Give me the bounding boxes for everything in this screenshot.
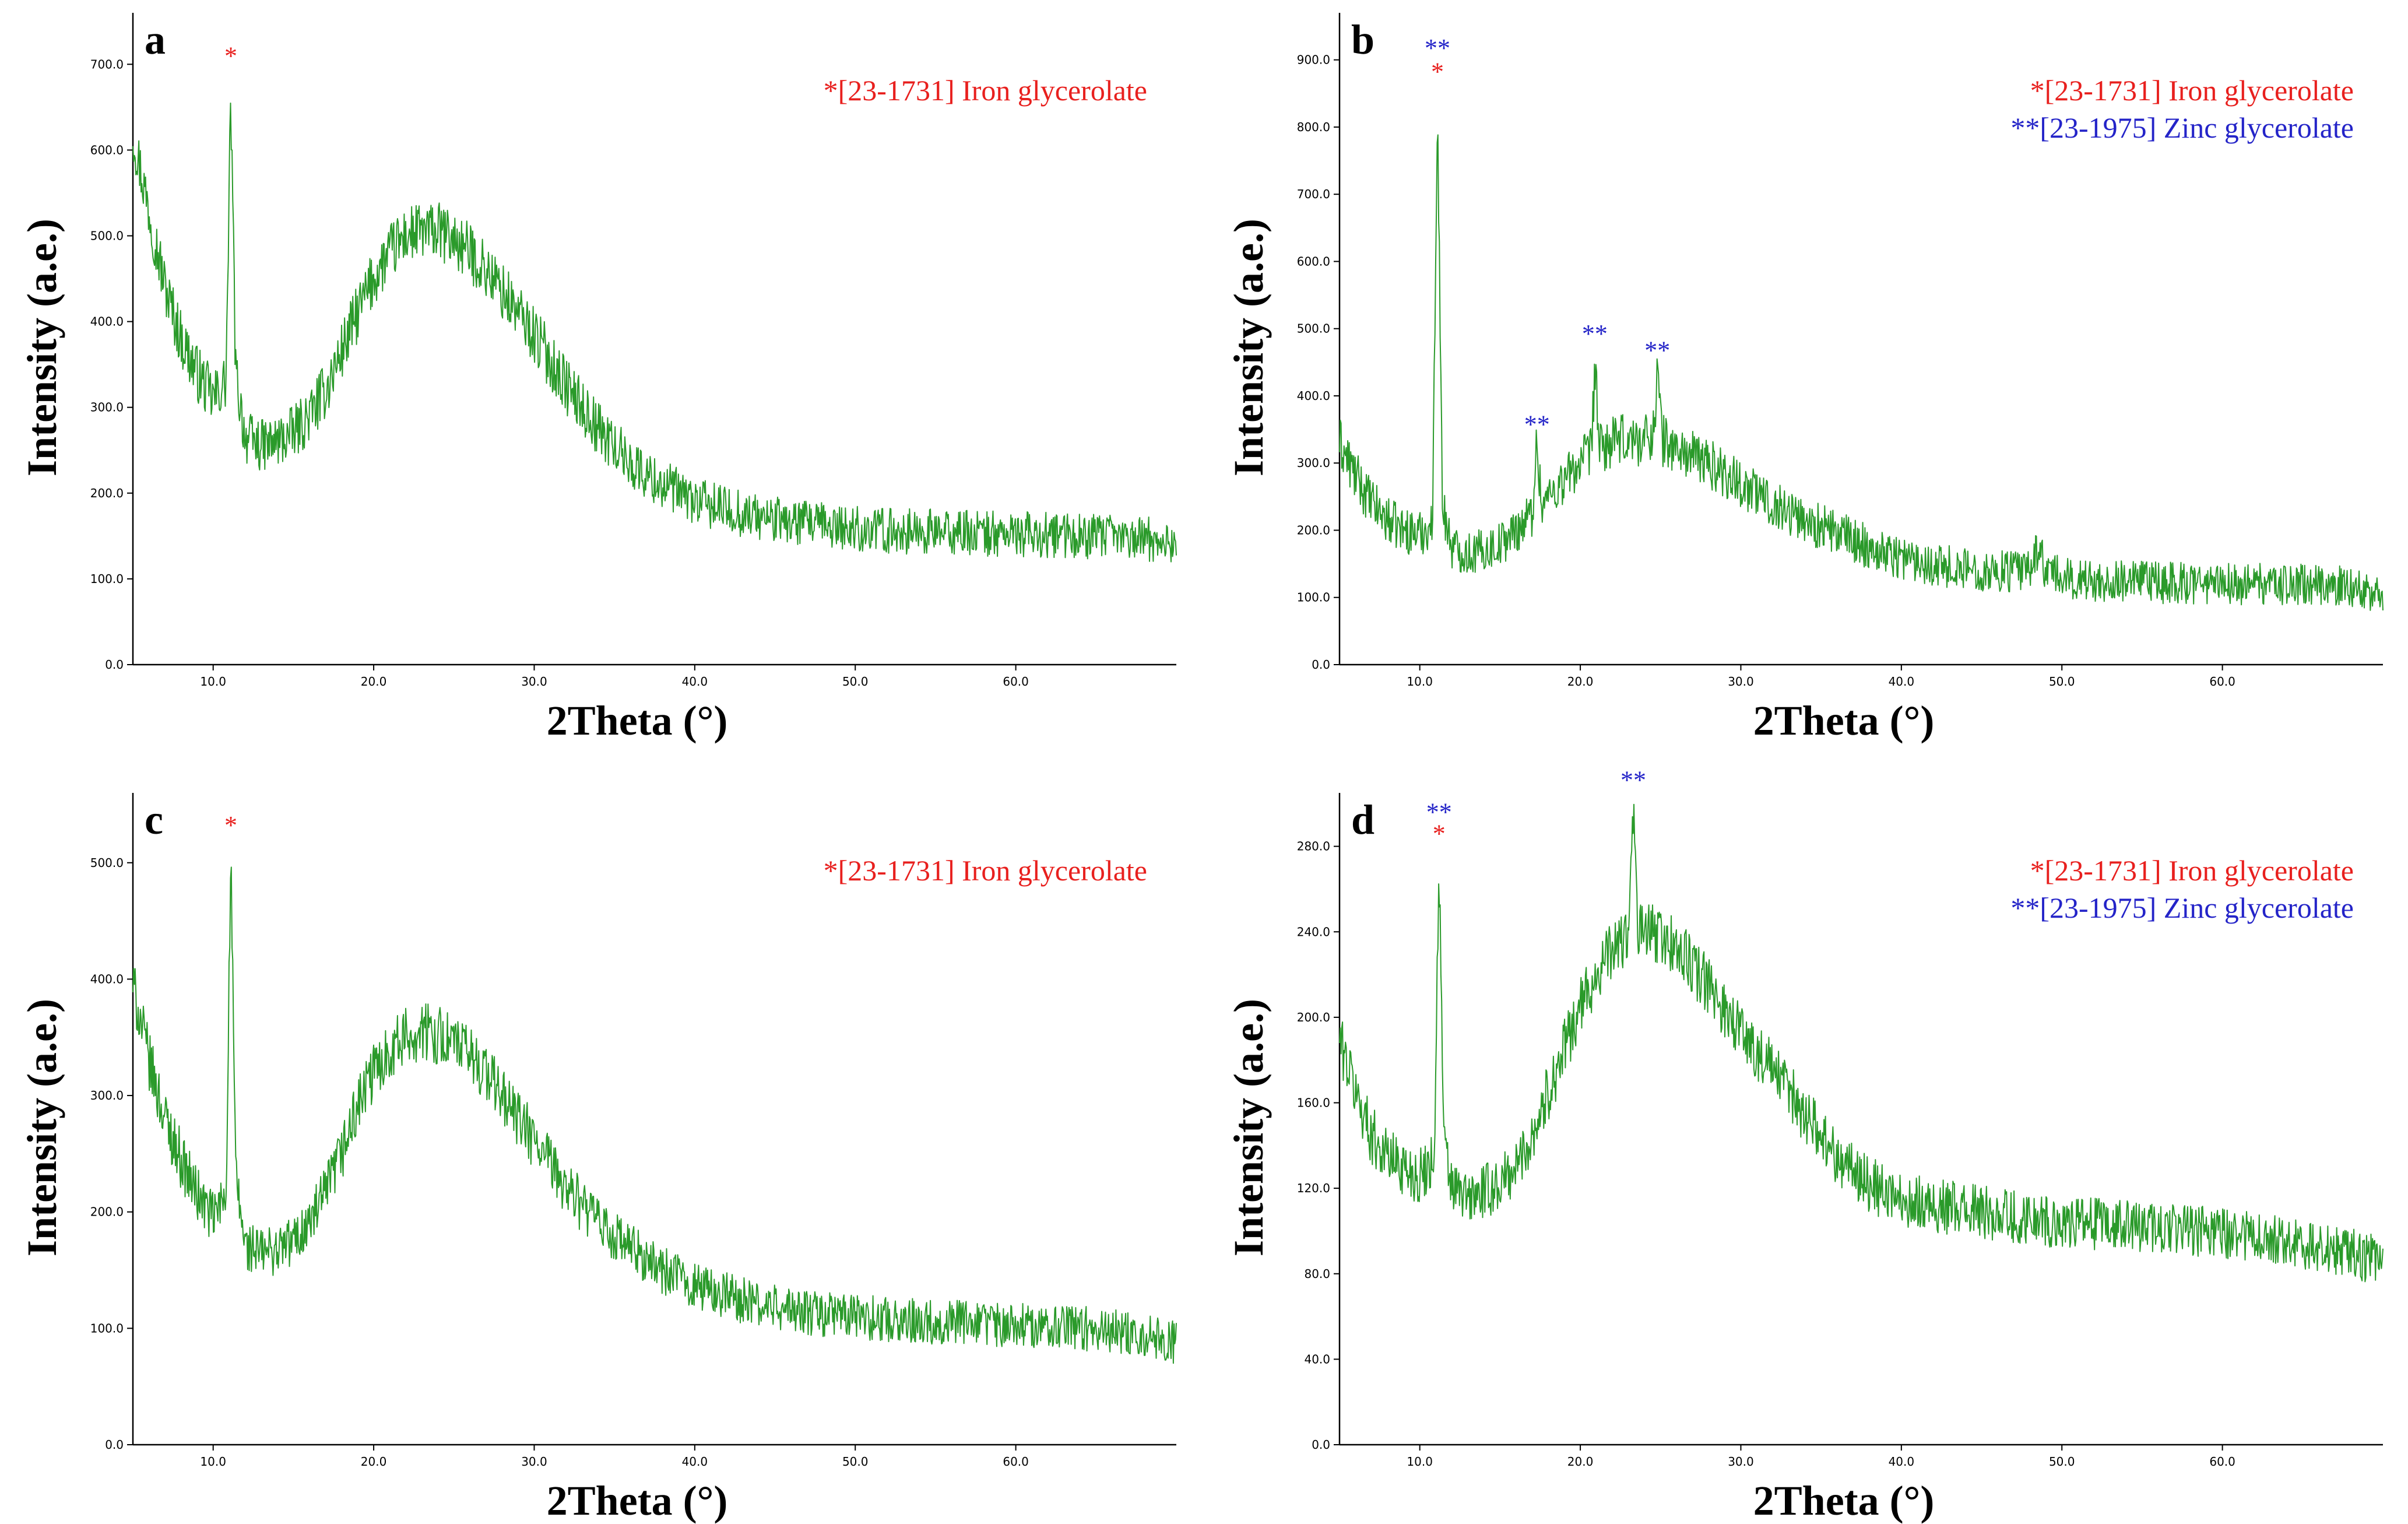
y-axis-title: Intensity (a.e.) (19, 999, 65, 1256)
y-tick-label: 600.0 (90, 143, 124, 157)
x-tick-label: 60.0 (2209, 1455, 2235, 1469)
data-series-line (132, 866, 1177, 1364)
data-series-line (1339, 803, 2384, 1283)
panel-d: 0.0 40.0 80.0 120.0 160.0 200.0 240.0 280.0 10.0… (1225, 766, 2384, 1524)
peak-marker: ** (1620, 766, 1646, 795)
y-tick-label: 200.0 (1297, 523, 1330, 537)
data-series-line (132, 102, 1177, 563)
x-tick-label: 40.0 (682, 1455, 708, 1469)
x-tick-label: 40.0 (1889, 675, 1915, 689)
peak-marker: * (1431, 57, 1444, 86)
peak-marker: ** (1582, 319, 1608, 348)
x-tick-label: 30.0 (1728, 675, 1754, 689)
y-tick-label: 400.0 (1297, 389, 1330, 403)
y-tick-label: 0.0 (1312, 658, 1330, 672)
peak-marker: ** (1644, 336, 1670, 365)
x-tick-label: 10.0 (200, 1455, 226, 1469)
x-tick-label: 20.0 (1567, 675, 1594, 689)
panel-letter: a (145, 16, 166, 63)
x-tick-label: 60.0 (2209, 675, 2235, 689)
x-tick-label: 20.0 (361, 1455, 387, 1469)
legend-entry: **[23-1975] Zinc glycerolate (2010, 111, 2354, 144)
x-tick-label: 50.0 (2049, 1455, 2075, 1469)
x-axis-title: 2Theta (°) (1753, 1477, 1935, 1524)
y-tick-label: 80.0 (1304, 1267, 1330, 1281)
y-tick-label: 500.0 (90, 229, 124, 243)
y-tick-label: 500.0 (1297, 322, 1330, 336)
x-axis-title: 2Theta (°) (547, 1477, 728, 1524)
y-tick-label: 200.0 (90, 1205, 124, 1219)
y-tick-label: 40.0 (1304, 1352, 1330, 1366)
x-tick-label: 10.0 (200, 675, 226, 689)
panel-letter: d (1351, 796, 1375, 843)
y-tick-label: 160.0 (1297, 1096, 1330, 1110)
x-axis-title: 2Theta (°) (547, 697, 728, 744)
y-axis-title: Intensity (a.e.) (19, 219, 65, 476)
peak-marker: ** (1425, 34, 1450, 62)
y-tick-label: 300.0 (90, 1088, 124, 1102)
panel-a: 0.0 100.0 200.0 300.0 400.0 500.0 600.0 700.0 10… (19, 13, 1177, 744)
panel-b: 0.0 100.0 200.0 300.0 400.0 500.0 600.0 700.0 80… (1225, 13, 2384, 744)
x-axis-title: 2Theta (°) (1753, 697, 1935, 744)
y-tick-label: 100.0 (1297, 591, 1330, 605)
peak-marker: ** (1524, 410, 1550, 438)
x-tick-label: 60.0 (1003, 1455, 1029, 1469)
y-tick-label: 700.0 (1297, 187, 1330, 201)
x-tick-label: 40.0 (1889, 1455, 1915, 1469)
x-tick-label: 10.0 (1407, 1455, 1433, 1469)
y-tick-label: 700.0 (90, 57, 124, 71)
y-tick-label: 300.0 (1297, 456, 1330, 470)
legend-entry: *[23-1731] Iron glycerolate (2030, 74, 2354, 107)
x-tick-label: 20.0 (361, 675, 387, 689)
y-axis-title: Intensity (a.e.) (1225, 219, 1272, 476)
y-tick-label: 900.0 (1297, 53, 1330, 67)
y-tick-label: 240.0 (1297, 925, 1330, 939)
y-tick-label: 800.0 (1297, 120, 1330, 134)
peak-marker: ** (1426, 798, 1452, 827)
y-tick-label: 600.0 (1297, 254, 1330, 268)
y-tick-label: 0.0 (105, 1438, 124, 1452)
y-tick-label: 200.0 (1297, 1010, 1330, 1024)
legend-entry: *[23-1731] Iron glycerolate (824, 854, 1147, 887)
panel-letter: c (145, 796, 163, 843)
x-tick-label: 30.0 (1728, 1455, 1754, 1469)
y-tick-label: 400.0 (90, 972, 124, 986)
x-tick-label: 30.0 (521, 1455, 547, 1469)
y-tick-label: 400.0 (90, 315, 124, 329)
y-tick-label: 500.0 (90, 856, 124, 870)
x-tick-label: 20.0 (1567, 1455, 1594, 1469)
x-tick-label: 10.0 (1407, 675, 1433, 689)
y-tick-label: 0.0 (1312, 1438, 1330, 1452)
x-tick-label: 50.0 (2049, 675, 2075, 689)
panel-c: 0.0 100.0 200.0 300.0 400.0 500.0 10.0 20.0 30.0… (19, 793, 1177, 1524)
y-tick-label: 0.0 (105, 658, 124, 672)
y-tick-label: 300.0 (90, 401, 124, 415)
x-tick-label: 50.0 (842, 1455, 869, 1469)
x-tick-label: 30.0 (521, 675, 547, 689)
y-tick-label: 200.0 (90, 486, 124, 500)
y-tick-label: 100.0 (90, 1321, 124, 1335)
legend-entry: **[23-1975] Zinc glycerolate (2010, 891, 2354, 924)
y-tick-label: 100.0 (90, 572, 124, 586)
y-tick-label: 120.0 (1297, 1181, 1330, 1195)
x-tick-label: 40.0 (682, 675, 708, 689)
x-tick-label: 50.0 (842, 675, 869, 689)
y-axis-title: Intensity (a.e.) (1225, 999, 1272, 1256)
peak-marker: * (224, 811, 237, 840)
data-series-line (1339, 134, 2384, 611)
panel-letter: b (1351, 16, 1375, 63)
legend-entry: *[23-1731] Iron glycerolate (824, 74, 1147, 107)
peak-marker: * (224, 41, 237, 70)
peak-marker: * (1433, 819, 1446, 848)
x-tick-label: 60.0 (1003, 675, 1029, 689)
legend-entry: *[23-1731] Iron glycerolate (2030, 854, 2354, 887)
y-tick-label: 280.0 (1297, 840, 1330, 854)
